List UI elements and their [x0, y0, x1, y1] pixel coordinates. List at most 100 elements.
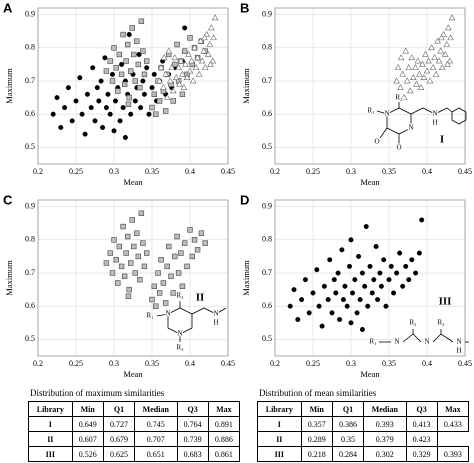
x-tick-label: 0.25 [306, 167, 320, 176]
header-cell: Library [28, 401, 73, 417]
point [69, 118, 75, 124]
point [295, 316, 301, 322]
point [373, 243, 379, 249]
structure-bond [451, 107, 467, 125]
x-tick-label: 0.3 [346, 359, 356, 368]
point [412, 64, 419, 71]
point [426, 77, 434, 84]
x-tick-label: 0.2 [270, 359, 280, 368]
point [162, 70, 169, 77]
point [144, 65, 150, 71]
point [111, 237, 117, 243]
point [425, 57, 432, 64]
point [178, 250, 184, 256]
point [339, 247, 345, 253]
table-cell: 0.607 [71, 431, 104, 447]
panel-label: B [240, 0, 249, 15]
header-cell: Min [300, 401, 333, 417]
point [124, 233, 131, 240]
point [175, 64, 182, 71]
y-tick-label: 0.9 [25, 9, 35, 18]
point [103, 260, 110, 266]
plot-frame [274, 7, 466, 165]
table-cell: III [257, 446, 302, 462]
structure-bond [379, 127, 388, 139]
structure-bond [376, 110, 388, 115]
point [350, 290, 356, 296]
table-row: I 0.357 0.386 0.393 0.413 0.433 [257, 416, 470, 432]
point [168, 273, 174, 280]
x-tick-label: 0.45 [221, 359, 235, 368]
point [129, 217, 135, 223]
y-tick-label: 0.6 [262, 301, 272, 310]
y-tick-label: 0.5 [262, 142, 272, 151]
y-axis-title: Maximum [241, 260, 251, 296]
point [397, 250, 403, 256]
table-cell: 0.707 [134, 431, 178, 447]
point [122, 134, 128, 140]
point [98, 78, 104, 84]
point [342, 283, 348, 289]
table-cell: 0.739 [176, 431, 209, 447]
y-tick-label: 0.9 [262, 9, 272, 18]
point [438, 34, 445, 41]
point [198, 57, 206, 64]
table-cell: 0.413 [405, 416, 438, 432]
structure-atom: N [384, 110, 389, 118]
point [444, 60, 451, 67]
panel: 0.2 0.25 0.3 0.35 0.4 0.45 0.5 0.6 0.7 0.8 0.9 Mean… [240, 0, 472, 187]
point [400, 283, 406, 289]
x-tick-label: 0.35 [382, 167, 396, 176]
point [113, 98, 119, 104]
y-tick-label: 0.7 [25, 76, 35, 85]
point [291, 287, 297, 293]
point [416, 250, 422, 256]
point [403, 263, 409, 269]
point [151, 283, 157, 289]
point [419, 60, 426, 67]
header-cell: Q3 [176, 401, 209, 417]
table-row: II 0.607 0.679 0.707 0.739 0.886 [28, 431, 241, 447]
y-tick-label: 0.7 [25, 268, 35, 277]
point [406, 277, 412, 283]
point [149, 104, 155, 111]
point [352, 277, 358, 283]
point [321, 283, 327, 289]
point [137, 84, 143, 91]
point [156, 290, 163, 296]
point [58, 124, 64, 130]
table-cell: 0.379 [363, 431, 407, 447]
plot-area [38, 8, 228, 164]
point [143, 58, 150, 64]
point [88, 105, 94, 111]
table-cell: 0.423 [405, 431, 438, 447]
point [165, 47, 173, 54]
point [126, 32, 132, 38]
structure-atom: R₃ [437, 319, 445, 327]
point [153, 111, 159, 117]
structure-atom: H [432, 119, 437, 127]
point [331, 277, 337, 283]
table-row: III 0.526 0.625 0.651 0.683 0.861 [28, 446, 241, 462]
y-tick-label: 0.5 [25, 142, 35, 151]
point [383, 303, 389, 309]
y-tick-label: 0.8 [25, 43, 35, 52]
header-row: Library Min Q1 Median Q3 Max [28, 401, 241, 417]
point [168, 64, 176, 71]
structure-atom: H [213, 319, 218, 327]
point [319, 323, 325, 329]
x-axis-title: Mean [360, 369, 380, 379]
point [348, 237, 354, 243]
plot-area [275, 8, 465, 164]
structure-atom: N [456, 338, 461, 346]
table-cell: 0.284 [331, 446, 365, 462]
point [420, 74, 428, 81]
y-tick-label: 0.9 [25, 201, 35, 210]
table: Library Min Q1 Median Q3 Max I 0.649 0.727 0.745 0… [28, 401, 241, 462]
point [440, 30, 448, 37]
figure: 0.2 0.25 0.3 0.35 0.4 0.45 0.5 0.6 0.7 0.8 0.9 Mean… [3, 0, 472, 379]
point [171, 54, 179, 61]
point [207, 60, 214, 67]
point [207, 24, 215, 31]
point [348, 320, 354, 326]
